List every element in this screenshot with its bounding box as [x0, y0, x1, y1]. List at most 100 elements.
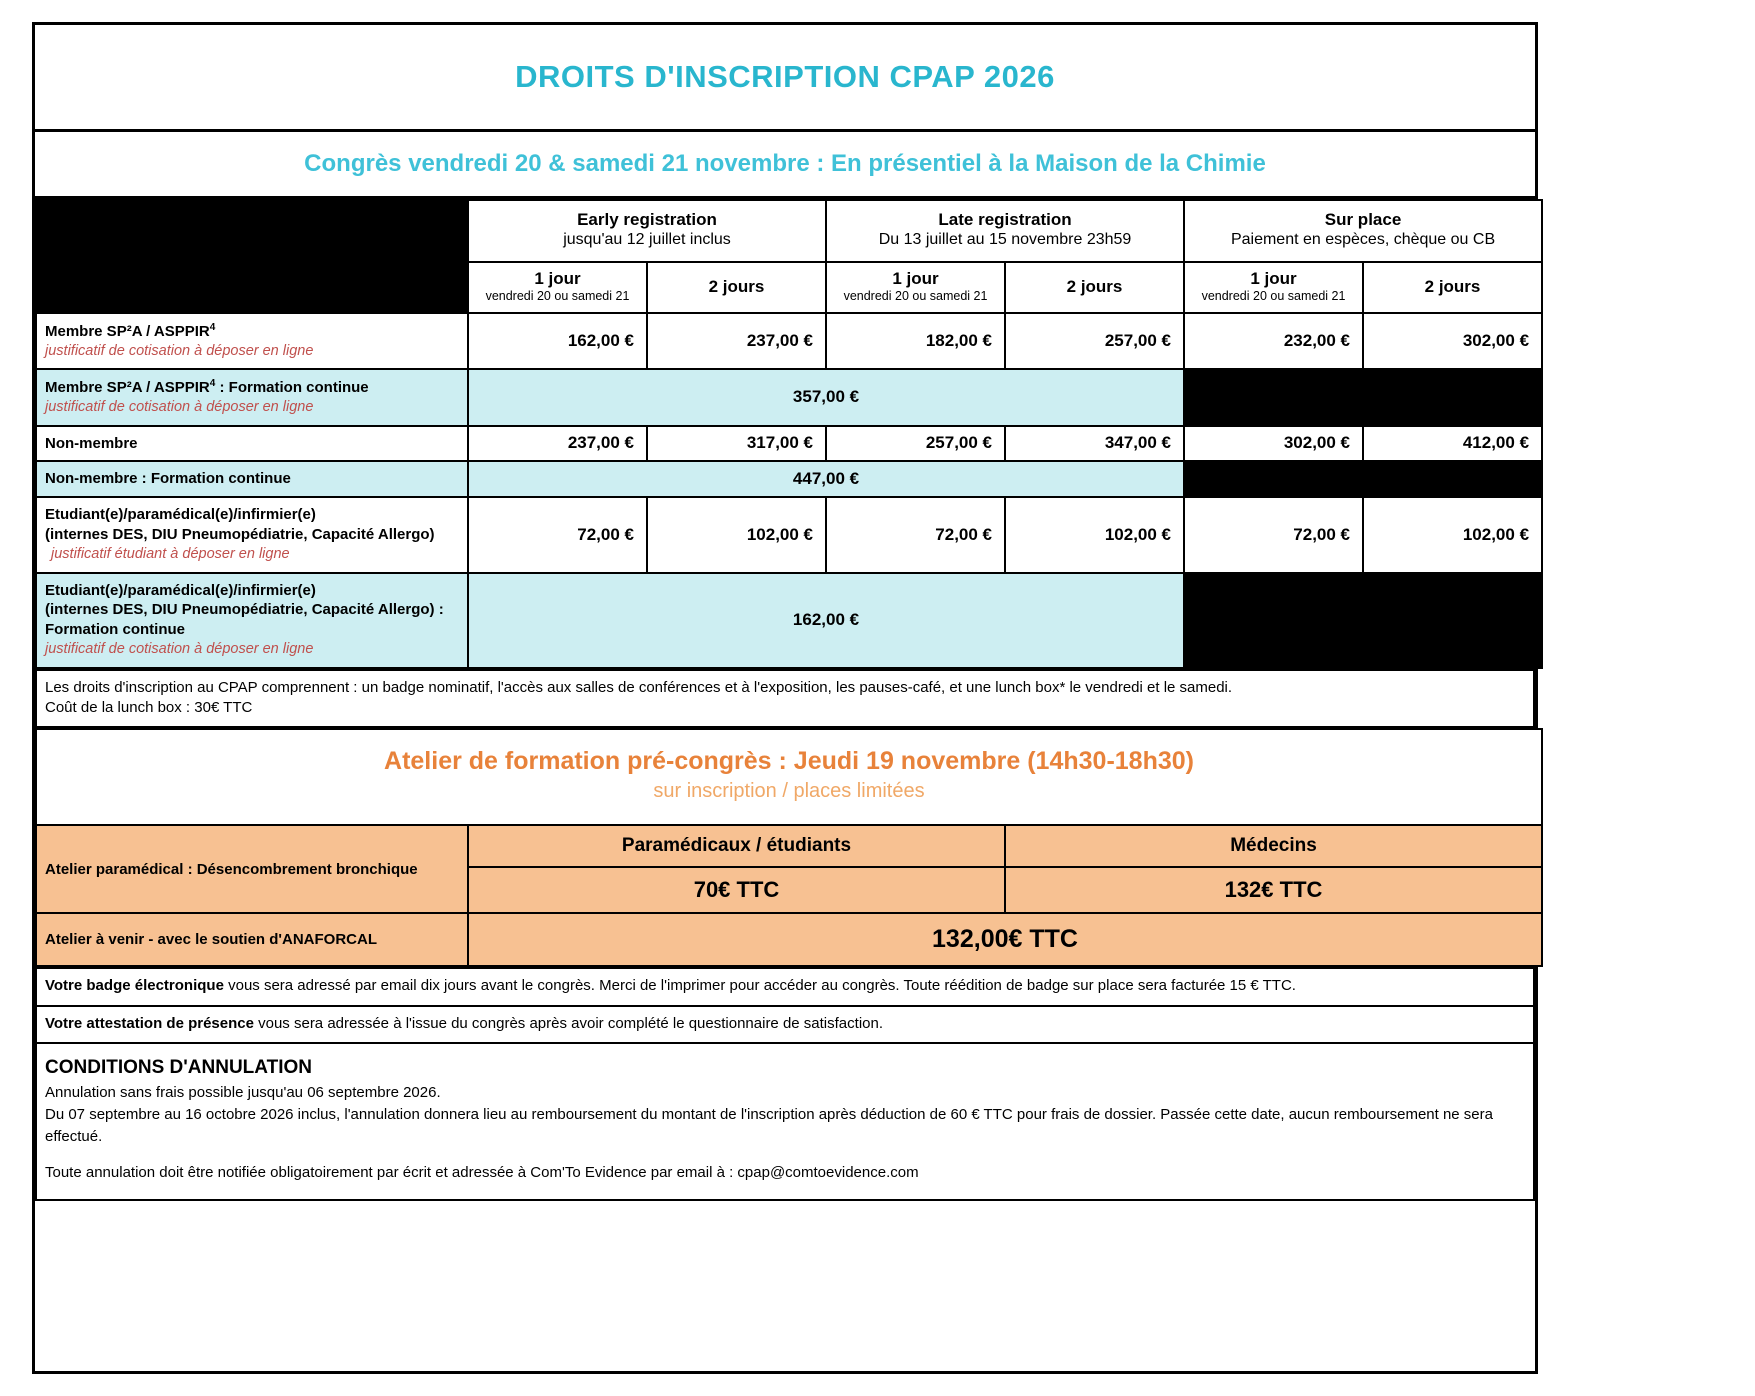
subcolumn-detail: vendredi 20 ou samedi 21: [1201, 289, 1346, 304]
workshop-title-row: Atelier de formation pré-congrès : Jeudi…: [35, 728, 1543, 827]
price-cell: 302,00 €: [1183, 424, 1365, 463]
workshop-price-row: 70€ TTC 132€ TTC: [36, 866, 1543, 915]
workshop-price-cell: 70€ TTC: [467, 866, 1006, 915]
fees-period-header-row: Early registration jusqu'au 12 juillet i…: [35, 198, 1544, 315]
cancellation-line-3: Toute annulation doit être notifiée obli…: [45, 1163, 919, 1181]
row-label-membre-formation: Membre SP²A / ASPPIR4 : Formation contin…: [35, 368, 469, 427]
workshop-price-cell: 132€ TTC: [1004, 866, 1543, 915]
price-cell: 237,00 €: [645, 312, 828, 371]
row-label-note: justificatif de cotisation à déposer en …: [45, 343, 314, 359]
price-cell: 317,00 €: [645, 424, 828, 463]
badge-note-cell: Votre badge électronique vous sera adres…: [35, 967, 1535, 1007]
row-label-non-membre: Non-membre: [35, 424, 469, 463]
merged-price-cell: 447,00 €: [466, 460, 1186, 499]
row-label-note: justificatif de cotisation à déposer en …: [45, 641, 314, 658]
workshop-subtitle: sur inscription / places limitées: [653, 780, 925, 803]
merged-price-cell: 162,00 €: [466, 571, 1186, 669]
row-label-suffix: : Formation continue: [215, 379, 369, 397]
subcolumn-label: 2 jours: [708, 276, 765, 296]
price-cell: 162,00 €: [467, 312, 648, 371]
spacer: [45, 1148, 1525, 1162]
workshop-row-label-paramedical: Atelier paramédical : Désencombrement br…: [35, 824, 469, 915]
subcolumn-label: 1 jour: [534, 269, 581, 289]
badge-note-rest: vous sera adressé par email dix jours av…: [223, 977, 1296, 995]
attestation-note-cell: Votre attestation de présence vous sera …: [35, 1004, 1535, 1044]
subcolumn-label: 2 jours: [1066, 276, 1123, 296]
cancellation-line-2: Du 07 septembre au 16 octobre 2026 inclu…: [45, 1106, 1493, 1145]
inclusions-cell: Les droits d'inscription au CPAP compren…: [35, 668, 1535, 729]
period-detail: Paiement en espèces, chèque ou CB: [1230, 231, 1496, 249]
page-subtitle: Congrès vendredi 20 & samedi 21 novembre…: [304, 150, 1266, 177]
subcolumn-header-0: 1 jour vendredi 20 ou samedi 21: [467, 261, 648, 315]
row-label-etudiant: Etudiant(e)/paramédical(e)/infirmier(e) …: [35, 496, 469, 574]
price-cell: 102,00 €: [1004, 496, 1186, 574]
table-row: Etudiant(e)/paramédical(e)/infirmier(e) …: [35, 496, 1544, 574]
registration-fees-document: DROITS D'INSCRIPTION CPAP 2026 Congrès v…: [32, 22, 1544, 1374]
subcolumn-label: 2 jours: [1424, 276, 1481, 296]
badge-note-bold: Votre badge électronique: [45, 977, 224, 995]
subcolumn-detail: vendredi 20 ou samedi 21: [843, 289, 988, 304]
row-label-sup: 4: [209, 322, 216, 334]
fees-table: Early registration jusqu'au 12 juillet i…: [35, 198, 1544, 669]
row-label-text: Membre SP²A / ASPPIR4 : Formation contin…: [45, 377, 461, 398]
row-label-note: justificatif étudiant à déposer en ligne: [51, 546, 290, 563]
period-detail: Du 13 juillet au 15 novembre 23h59: [878, 231, 1132, 249]
page-title-cell: DROITS D'INSCRIPTION CPAP 2026: [35, 25, 1535, 132]
merged-price-cell: 357,00 €: [466, 368, 1186, 427]
row-label-line2: (internes DES, DIU Pneumopédiatrie, Capa…: [45, 526, 435, 544]
unavailable-cell: [1183, 571, 1544, 669]
row-label-main: Non-membre : Formation continue: [45, 470, 291, 488]
workshop-header-row: Atelier paramédical : Désencombrement br…: [35, 824, 1543, 915]
page-title: DROITS D'INSCRIPTION CPAP 2026: [515, 59, 1055, 94]
price-cell: 302,00 €: [1362, 312, 1544, 371]
workshop-column-header-paramedicaux: Paramédicaux / étudiants: [467, 824, 1006, 869]
cancellation-title: CONDITIONS D'ANNULATION: [45, 1056, 312, 1078]
fees-subcolumn-header-row: 1 jour vendredi 20 ou samedi 21 2 jours …: [36, 261, 1544, 315]
row-label-main: Etudiant(e)/paramédical(e)/infirmier(e): [45, 581, 316, 599]
row-label-note: justificatif de cotisation à déposer en …: [45, 399, 314, 416]
workshop-anaforcal-row: Atelier à venir - avec le soutien d'ANAF…: [35, 912, 1543, 968]
subcolumn-header-1: 2 jours: [645, 261, 828, 315]
period-name: Late registration: [938, 210, 1072, 229]
subcolumn-header-4: 1 jour vendredi 20 ou samedi 21: [1183, 261, 1365, 315]
period-name: Early registration: [577, 210, 717, 229]
workshop-column-header-medecins: Médecins: [1004, 824, 1543, 869]
price-cell: 72,00 €: [467, 496, 648, 574]
table-row: Membre SP²A / ASPPIR4 justificatif de co…: [35, 312, 1544, 371]
row-label-non-membre-formation: Non-membre : Formation continue: [35, 460, 469, 499]
price-cell: 182,00 €: [825, 312, 1007, 371]
price-cell: 102,00 €: [645, 496, 828, 574]
price-cell: 257,00 €: [825, 424, 1007, 463]
page-subtitle-cell: Congrès vendredi 20 & samedi 21 novembre…: [35, 130, 1535, 199]
unavailable-cell: [1183, 368, 1544, 427]
subcolumn-detail: vendredi 20 ou samedi 21: [485, 289, 630, 304]
row-label-etudiant-formation: Etudiant(e)/paramédical(e)/infirmier(e) …: [35, 571, 469, 669]
row-label-sup: 4: [209, 378, 216, 390]
table-row: Membre SP²A / ASPPIR4 : Formation contin…: [35, 368, 1544, 427]
inclusions-table: Les droits d'inscription au CPAP compren…: [35, 668, 1535, 729]
workshop-merged-price-cell: 132,00€ TTC: [467, 912, 1543, 968]
cancellation-conditions-cell: CONDITIONS D'ANNULATION Annulation sans …: [35, 1041, 1535, 1202]
subcolumn-header-5: 2 jours: [1362, 261, 1544, 315]
subcolumn-label: 1 jour: [1250, 269, 1297, 289]
workshop-table: Atelier de formation pré-congrès : Jeudi…: [35, 728, 1543, 968]
workshop-title: Atelier de formation pré-congrès : Jeudi…: [384, 747, 1194, 776]
unavailable-cell: [1183, 460, 1544, 499]
notes-table: Votre badge électronique vous sera adres…: [35, 967, 1535, 1202]
row-label-main: Non-membre: [45, 434, 138, 452]
period-name: Sur place: [1324, 210, 1402, 229]
period-header-onsite: Sur place Paiement en espèces, chèque ou…: [1183, 198, 1544, 264]
price-cell: 412,00 €: [1362, 424, 1544, 463]
table-row: Non-membre 237,00 € 317,00 € 257,00 € 34…: [35, 424, 1544, 463]
inclusions-line-2: Coût de la lunch box : 30€ TTC: [45, 698, 253, 716]
table-row: Etudiant(e)/paramédical(e)/infirmier(e) …: [35, 571, 1544, 669]
subcolumn-label: 1 jour: [892, 269, 939, 289]
price-cell: 72,00 €: [825, 496, 1007, 574]
period-header-early: Early registration jusqu'au 12 juillet i…: [466, 198, 828, 264]
period-header-late: Late registration Du 13 juillet au 15 no…: [825, 198, 1186, 264]
row-label-line2: (internes DES, DIU Pneumopédiatrie, Capa…: [45, 601, 444, 619]
row-label-membre: Membre SP²A / ASPPIR4 justificatif de co…: [35, 312, 469, 371]
workshop-row-label-anaforcal: Atelier à venir - avec le soutien d'ANAF…: [35, 912, 469, 968]
title-table: DROITS D'INSCRIPTION CPAP 2026 Congrès v…: [35, 25, 1535, 199]
price-cell: 237,00 €: [467, 424, 648, 463]
